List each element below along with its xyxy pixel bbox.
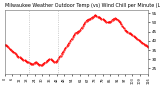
Text: Milwaukee Weather Outdoor Temp (vs) Wind Chill per Minute (Last 24 Hours): Milwaukee Weather Outdoor Temp (vs) Wind… [5, 3, 160, 8]
